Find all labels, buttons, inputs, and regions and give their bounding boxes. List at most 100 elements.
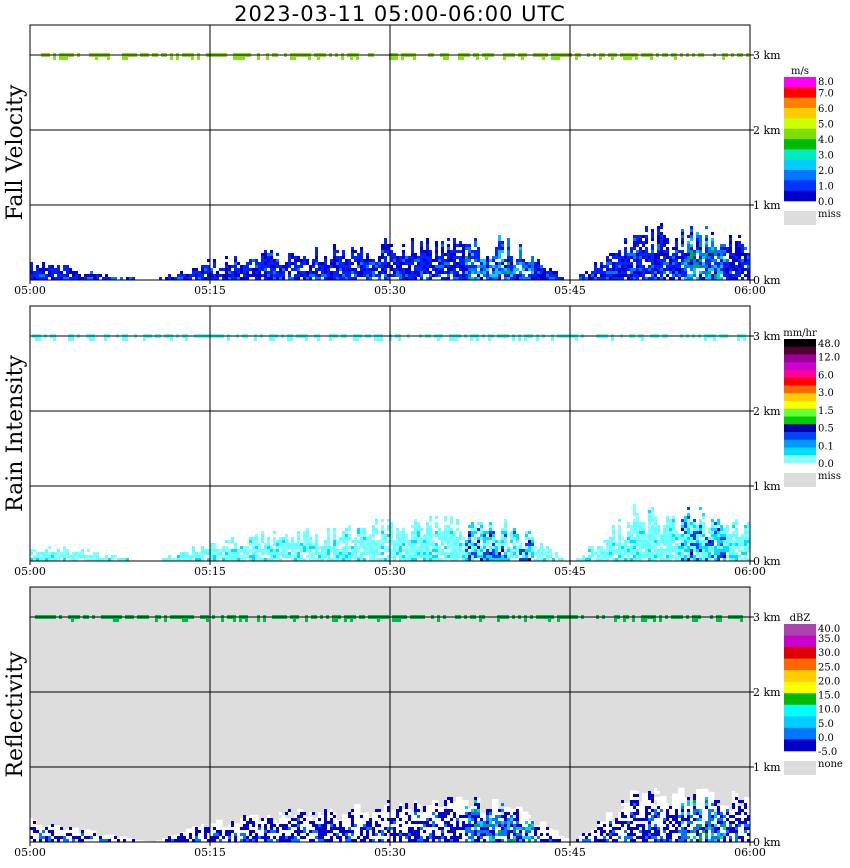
echo-cell (297, 543, 300, 546)
echo-cell (315, 259, 318, 262)
echo-cell (225, 277, 228, 280)
echo-cell (699, 833, 702, 836)
echo-cell (288, 836, 291, 839)
echo-cell (282, 546, 285, 549)
echo-cell (138, 840, 145, 842)
echo-cell (324, 549, 327, 552)
echo-cell (297, 540, 300, 543)
echo-cell (633, 235, 636, 238)
echo-cell (480, 528, 483, 531)
echo-cell (399, 830, 402, 833)
echo-cell (378, 836, 381, 839)
echo-cell (387, 830, 390, 833)
echo-cell (480, 824, 483, 827)
echo-cell (45, 268, 48, 271)
echo-cell (633, 519, 636, 522)
echo-cell (744, 259, 747, 262)
echo-cell (483, 274, 486, 277)
echo-cell (35, 334, 38, 341)
echo-cell (468, 268, 471, 271)
echo-cell (333, 277, 336, 280)
echo-cell (297, 818, 300, 821)
echo-cell (438, 812, 441, 815)
echo-cell (618, 519, 621, 522)
echo-cell (636, 253, 639, 256)
echo-cell (501, 555, 504, 558)
echo-cell (315, 277, 318, 280)
echo-cell (525, 277, 528, 280)
echo-cell (30, 836, 33, 839)
echo-cell (606, 821, 609, 824)
echo-cell (645, 253, 648, 256)
echo-cell (456, 818, 459, 821)
echo-cell (399, 259, 402, 262)
echo-cell (495, 274, 498, 277)
echo-cell (657, 241, 660, 244)
echo-cell (447, 277, 450, 280)
echo-cell (681, 827, 684, 830)
echo-cell (459, 821, 462, 824)
echo-cell (639, 830, 642, 833)
echo-cell (459, 555, 462, 558)
echo-cell (363, 265, 366, 268)
echo-cell (660, 815, 663, 818)
echo-cell (369, 821, 372, 824)
echo-cell (504, 522, 507, 525)
echo-cell (324, 552, 327, 555)
echo-cell (465, 277, 468, 280)
echo-cell (612, 531, 615, 534)
echo-cell (525, 543, 528, 546)
echo-cell (729, 241, 732, 244)
echo-cell (609, 546, 612, 549)
echo-cell (420, 830, 423, 833)
echo-cell (342, 555, 345, 558)
echo-cell (705, 552, 708, 555)
echo-cell (258, 839, 261, 842)
echo-cell (417, 265, 420, 268)
echo-cell (72, 277, 75, 280)
echo-cell (681, 528, 684, 531)
echo-cell (327, 528, 330, 531)
echo-cell (657, 253, 660, 256)
echo-cell (651, 800, 654, 803)
echo-cell (669, 256, 672, 259)
echo-cell (486, 809, 489, 812)
echo-cell (660, 537, 663, 540)
echo-cell (594, 274, 597, 277)
echo-cell (711, 519, 714, 522)
echo-cell (417, 525, 420, 528)
echo-cell (474, 824, 477, 827)
echo-cell (522, 836, 525, 839)
echo-cell (243, 552, 246, 555)
echo-cell (642, 525, 645, 528)
echo-cell (363, 818, 366, 821)
echo-cell (429, 528, 432, 531)
echo-cell (417, 274, 420, 277)
echo-cell (201, 277, 204, 280)
echo-cell (354, 827, 357, 830)
echo-cell (612, 839, 615, 842)
echo-cell (414, 800, 417, 803)
echo-cell (333, 818, 336, 821)
echo-cell (396, 836, 399, 839)
echo-cell (612, 540, 615, 543)
echo-cell (402, 836, 405, 839)
echo-cell (201, 265, 204, 268)
echo-cell (273, 274, 276, 277)
echo-cell (513, 543, 516, 546)
echo-cell (675, 558, 678, 561)
echo-cell (324, 812, 327, 815)
echo-cell (186, 836, 189, 839)
echo-cell (642, 827, 645, 830)
echo-cell (372, 271, 375, 274)
echo-cell (411, 277, 414, 280)
echo-cell (699, 827, 702, 830)
echo-cell (207, 277, 210, 280)
echo-cell (195, 836, 198, 839)
echo-cell (330, 830, 333, 833)
echo-cell (75, 558, 78, 561)
echo-cell (396, 259, 399, 262)
echo-cell (456, 836, 459, 839)
echo-cell (615, 274, 618, 277)
echo-cell (441, 531, 444, 534)
